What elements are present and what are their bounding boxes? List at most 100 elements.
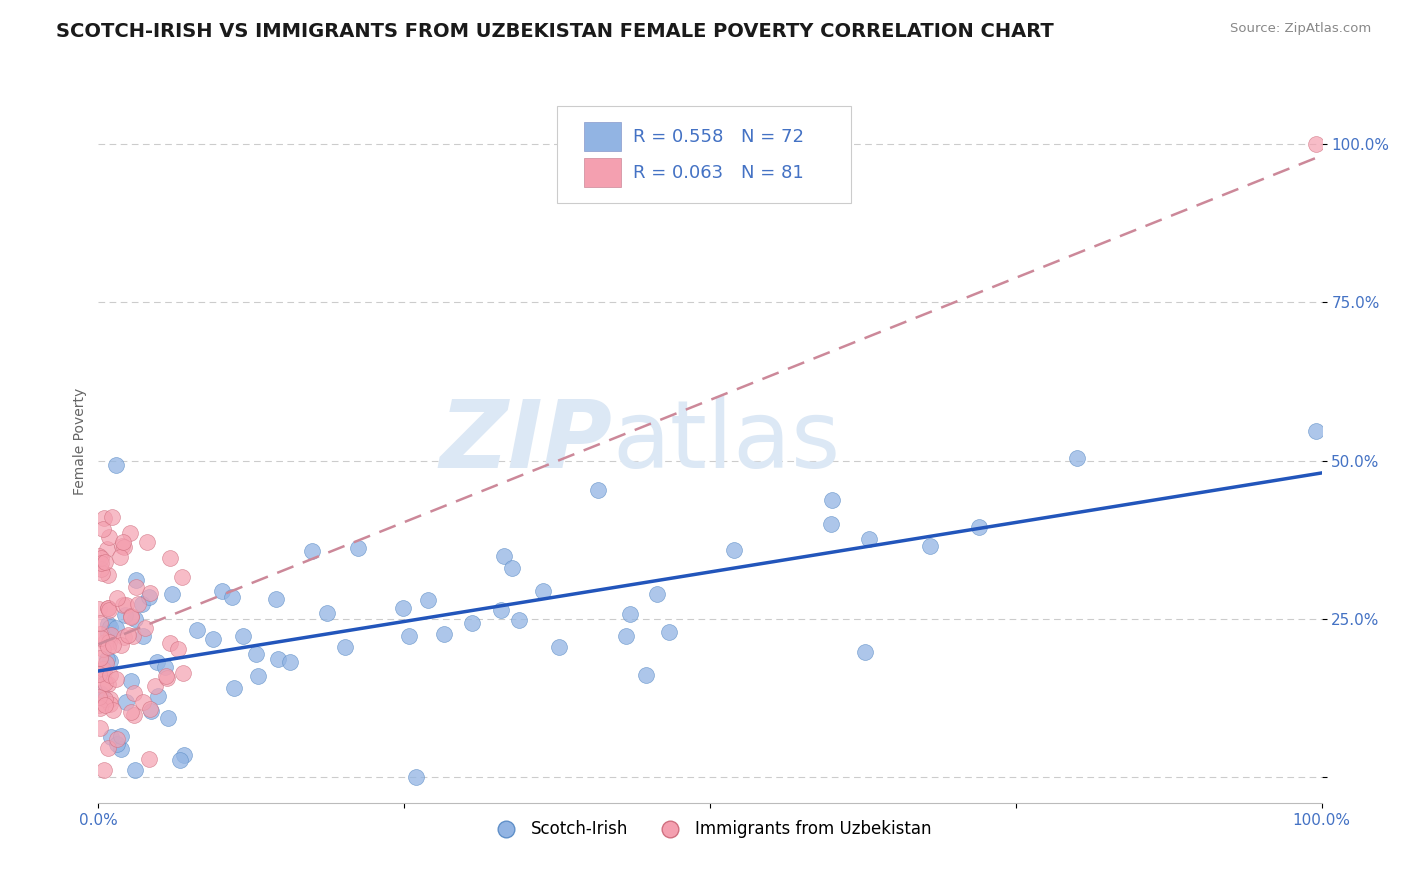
- Point: [91, 661, 114, 675]
- Point: [146, 689, 169, 703]
- Point: [97, 530, 120, 544]
- Point: [301, 544, 323, 558]
- Point: [91, 566, 114, 581]
- FancyBboxPatch shape: [583, 158, 620, 187]
- Point: [658, 625, 681, 640]
- Point: [114, 608, 136, 623]
- Point: [98, 692, 121, 706]
- Point: [167, 642, 190, 657]
- Text: R = 0.063: R = 0.063: [633, 164, 723, 182]
- Point: [634, 668, 657, 682]
- Point: [89, 701, 111, 715]
- Point: [112, 598, 135, 612]
- Point: [97, 635, 120, 649]
- Point: [531, 584, 554, 599]
- Point: [96, 656, 118, 670]
- Point: [614, 629, 637, 643]
- Point: [159, 551, 181, 566]
- Point: [93, 642, 115, 657]
- Point: [90, 550, 112, 565]
- Point: [112, 630, 135, 644]
- Point: [267, 651, 290, 665]
- Point: [134, 621, 156, 635]
- Point: [122, 629, 145, 643]
- Point: [143, 679, 166, 693]
- Point: [125, 580, 148, 594]
- Point: [122, 686, 145, 700]
- Point: [169, 753, 191, 767]
- Point: [159, 636, 181, 650]
- Text: R = 0.558: R = 0.558: [633, 128, 723, 145]
- Text: Source: ZipAtlas.com: Source: ZipAtlas.com: [1230, 22, 1371, 36]
- Point: [155, 671, 177, 685]
- Point: [105, 737, 128, 751]
- Point: [405, 771, 427, 785]
- Point: [94, 555, 117, 569]
- Point: [141, 704, 163, 718]
- Point: [89, 627, 111, 641]
- Point: [97, 567, 120, 582]
- Point: [89, 690, 111, 705]
- Point: [100, 509, 122, 524]
- Point: [120, 705, 142, 719]
- Point: [821, 493, 844, 508]
- Point: [101, 703, 124, 717]
- Point: [145, 655, 167, 669]
- Text: N = 81: N = 81: [741, 164, 803, 182]
- Point: [94, 675, 117, 690]
- Point: [156, 711, 179, 725]
- Point: [98, 654, 121, 668]
- Point: [127, 597, 149, 611]
- Point: [264, 591, 287, 606]
- Point: [172, 666, 194, 681]
- Point: [222, 681, 245, 695]
- Point: [98, 620, 121, 634]
- Point: [105, 458, 128, 472]
- Point: [125, 573, 148, 587]
- Point: [115, 599, 138, 613]
- Point: [89, 721, 111, 735]
- Point: [94, 635, 117, 649]
- Point: [548, 640, 571, 654]
- Point: [202, 632, 225, 646]
- Point: [138, 590, 160, 604]
- Point: [111, 535, 134, 549]
- Point: [110, 729, 132, 743]
- Point: [96, 542, 118, 557]
- Point: [96, 652, 118, 666]
- Point: [132, 695, 155, 709]
- Point: [120, 525, 142, 540]
- Point: [136, 535, 159, 549]
- Text: atlas: atlas: [612, 395, 841, 488]
- Point: [89, 615, 111, 630]
- Point: [93, 665, 115, 680]
- Point: [87, 698, 110, 712]
- Point: [100, 628, 122, 642]
- Point: [221, 591, 243, 605]
- Point: [139, 586, 162, 600]
- Point: [89, 651, 111, 665]
- Point: [508, 613, 530, 627]
- Text: N = 72: N = 72: [741, 128, 804, 145]
- FancyBboxPatch shape: [557, 105, 851, 203]
- Point: [98, 667, 121, 681]
- Point: [920, 540, 942, 554]
- Point: [247, 669, 270, 683]
- FancyBboxPatch shape: [583, 122, 620, 151]
- Point: [120, 609, 142, 624]
- Legend: Scotch-Irish, Immigrants from Uzbekistan: Scotch-Irish, Immigrants from Uzbekistan: [482, 814, 938, 845]
- Point: [91, 688, 114, 702]
- Point: [97, 625, 120, 640]
- Point: [132, 629, 155, 643]
- Point: [619, 607, 641, 621]
- Point: [398, 630, 420, 644]
- Point: [93, 698, 115, 712]
- Point: [316, 606, 339, 620]
- Point: [96, 677, 118, 691]
- Point: [120, 673, 142, 688]
- Point: [853, 645, 876, 659]
- Point: [278, 655, 301, 669]
- Point: [232, 629, 254, 643]
- Point: [110, 742, 132, 756]
- Point: [418, 593, 440, 607]
